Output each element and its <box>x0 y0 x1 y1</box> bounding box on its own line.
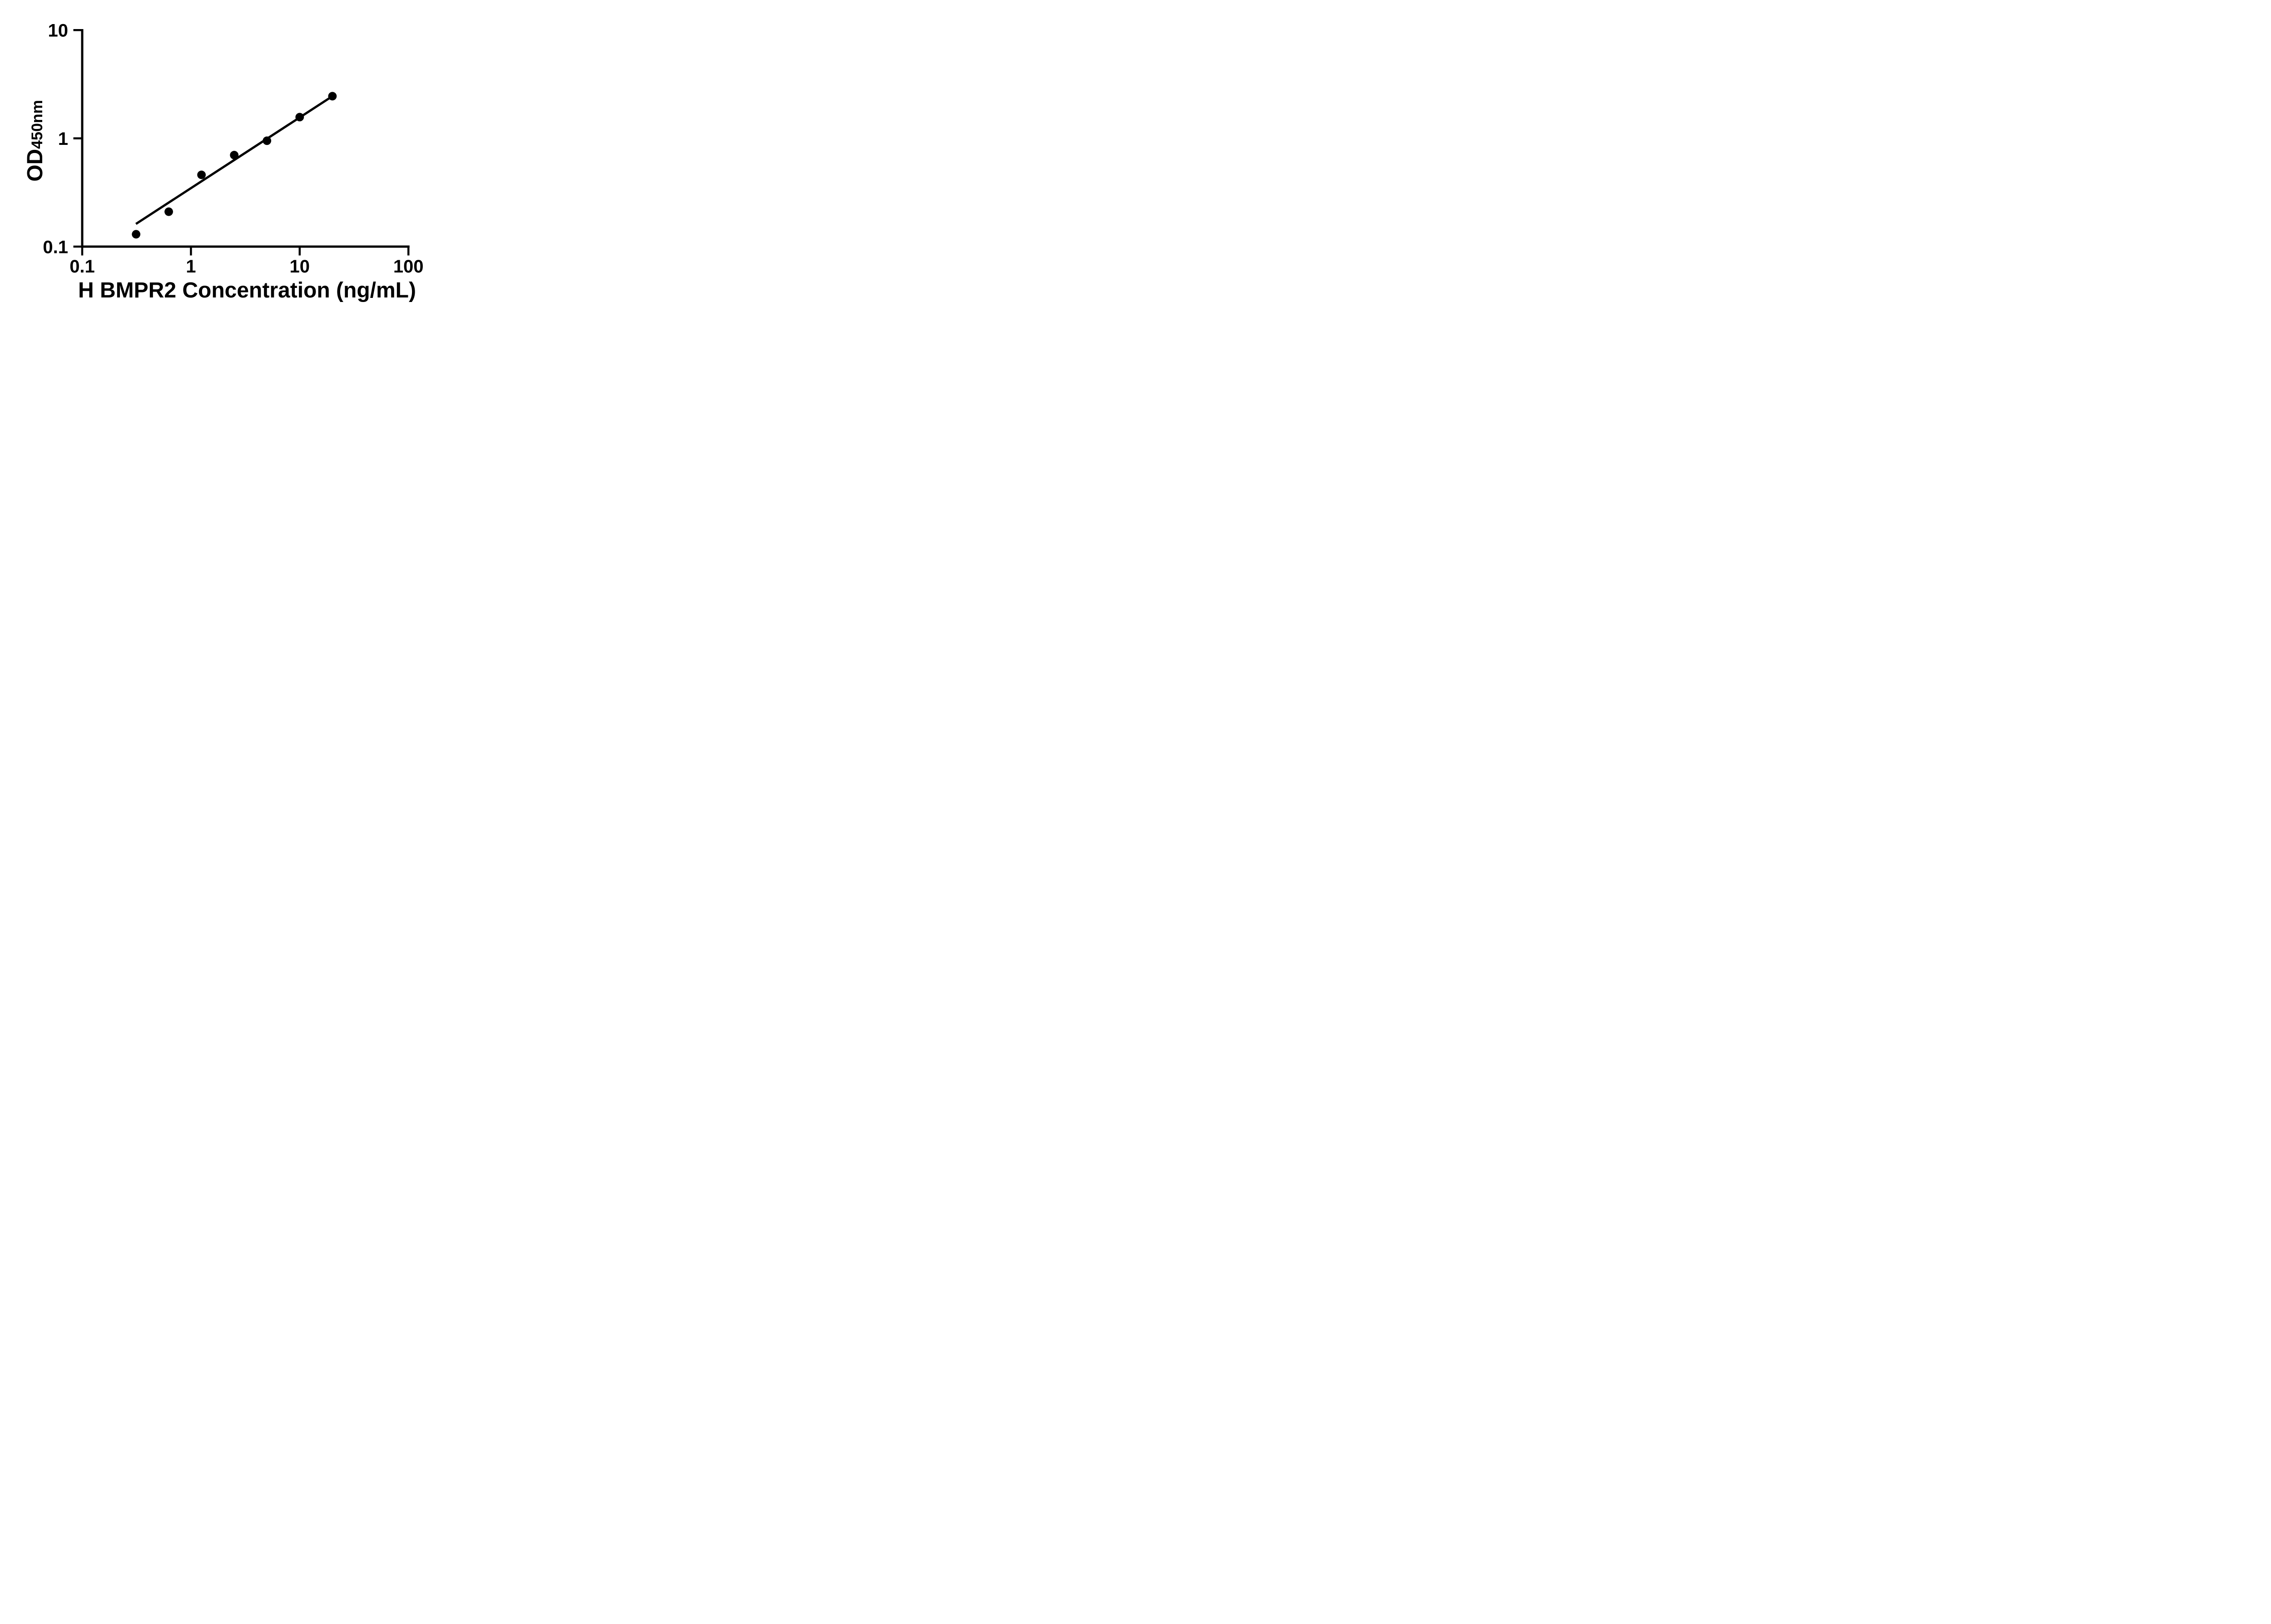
data-point <box>230 151 239 159</box>
data-point <box>263 136 272 145</box>
y-tick-label: 10 <box>48 21 69 41</box>
chart-canvas: H BMPR2 Concentration (ng/mL) OD450nm 0.… <box>23 21 424 302</box>
x-tick-label: 100 <box>393 257 424 277</box>
x-tick-label: 0.1 <box>69 257 95 277</box>
y-axis-title-sub: 450nm <box>29 100 46 149</box>
y-axis-title-main: OD <box>23 149 47 182</box>
data-point <box>164 207 173 216</box>
y-axis-title: OD450nm <box>23 100 47 182</box>
x-tick-label: 1 <box>186 257 196 277</box>
data-point <box>295 113 304 122</box>
data-point <box>132 230 141 239</box>
y-tick-label: 1 <box>58 129 68 149</box>
y-tick-label: 0.1 <box>43 238 68 257</box>
elisa-standard-curve-figure: H BMPR2 Concentration (ng/mL) OD450nm 0.… <box>0 0 461 325</box>
data-point <box>197 170 206 179</box>
data-point <box>328 92 337 101</box>
x-axis-title: H BMPR2 Concentration (ng/mL) <box>78 278 416 302</box>
x-tick-label: 10 <box>290 257 310 277</box>
